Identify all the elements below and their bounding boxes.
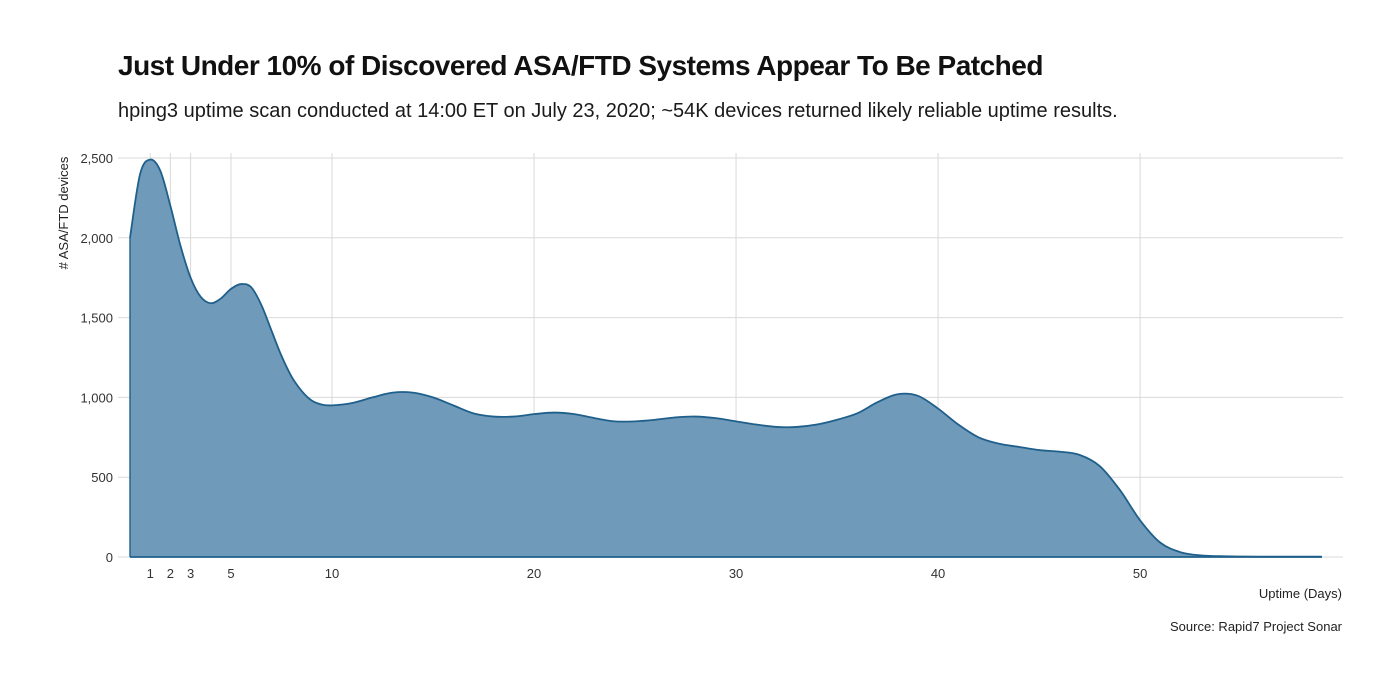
y-tick-label: 1,000 — [80, 390, 113, 405]
chart-caption: Source: Rapid7 Project Sonar — [1170, 619, 1342, 634]
x-axis-title: Uptime (Days) — [1259, 586, 1342, 601]
tick-layer: 0 500 1,000 1,500 2,000 2,500 1 2 3 5 10 20 30 40 50 — [80, 151, 1147, 581]
x-tick-label: 2 — [167, 566, 174, 581]
y-tick-label: 2,500 — [80, 151, 113, 166]
x-tick-label: 3 — [187, 566, 194, 581]
x-tick-label: 5 — [227, 566, 234, 581]
chart-title: Just Under 10% of Discovered ASA/FTD Sys… — [118, 50, 1043, 81]
x-tick-label: 50 — [1133, 566, 1147, 581]
y-tick-label: 0 — [106, 550, 113, 565]
x-tick-label: 40 — [931, 566, 945, 581]
x-tick-label: 20 — [527, 566, 541, 581]
series-line — [129, 158, 1322, 558]
area-layer — [129, 158, 1322, 558]
x-tick-label: 30 — [729, 566, 743, 581]
x-tick-label: 10 — [325, 566, 339, 581]
area-fill — [130, 159, 1322, 557]
y-tick-label: 500 — [91, 470, 113, 485]
x-tick-label: 1 — [147, 566, 154, 581]
chart-subtitle: hping3 uptime scan conducted at 14:00 ET… — [118, 100, 1118, 122]
y-tick-label: 2,000 — [80, 231, 113, 246]
y-axis-title: # ASA/FTD devices — [56, 156, 71, 269]
y-tick-label: 1,500 — [80, 311, 113, 326]
